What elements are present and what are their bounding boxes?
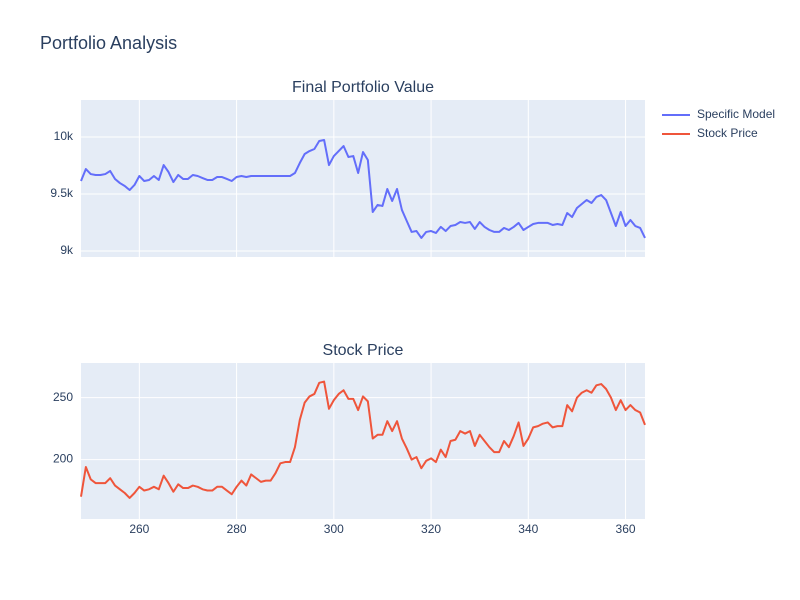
x-tick-label: 280: [227, 522, 247, 536]
legend-label: Specific Model: [697, 107, 775, 121]
legend-label: Stock Price: [697, 126, 758, 140]
y-tick-label: 10k: [54, 129, 74, 143]
x-tick-label: 340: [518, 522, 538, 536]
y-tick-label: 200: [53, 452, 73, 466]
y-tick-label: 9k: [60, 243, 74, 257]
x-tick-label: 300: [324, 522, 344, 536]
x-tick-label: 320: [421, 522, 441, 536]
y-tick-label: 250: [53, 390, 73, 404]
line-series: [80, 380, 646, 499]
x-tick-label: 360: [616, 522, 636, 536]
y-tick-label: 9.5k: [50, 186, 74, 200]
subplot-title: Final Portfolio Value: [292, 79, 434, 96]
x-tick-label: 260: [129, 522, 149, 536]
plot-background: [81, 100, 645, 257]
line-series: [80, 138, 646, 239]
subplot-title: Stock Price: [323, 342, 404, 359]
figure-title: Portfolio Analysis: [40, 33, 177, 53]
plot-background: [81, 363, 645, 519]
